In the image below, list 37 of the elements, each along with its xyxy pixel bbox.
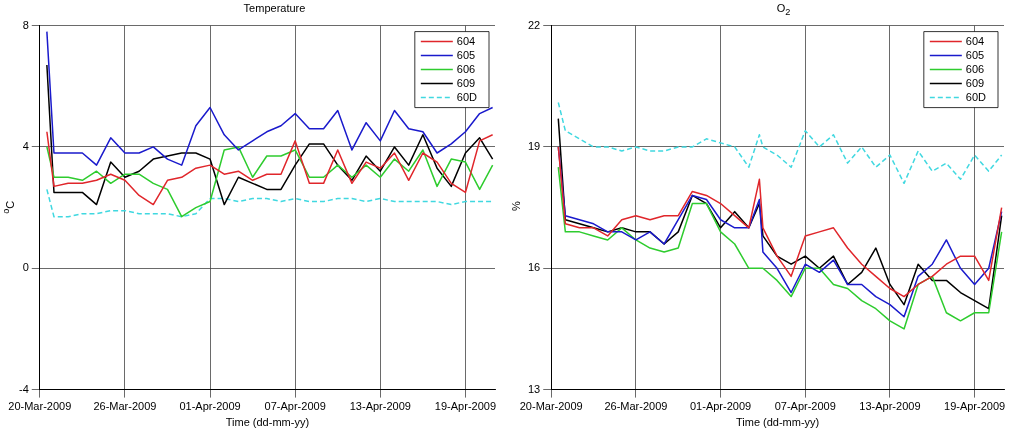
x-tick-label: 20-Mar-2009 bbox=[8, 400, 72, 413]
chart-title: Temperature bbox=[242, 2, 307, 14]
legend-label: 605 bbox=[965, 48, 985, 61]
x-tick-label: 01-Apr-2009 bbox=[690, 400, 752, 413]
x-axis-title: Time (dd-mm-yy) bbox=[225, 416, 310, 429]
y-tick-label: 0 bbox=[22, 261, 29, 274]
x-tick-label: 19-Apr-2009 bbox=[944, 400, 1006, 413]
legend-label: 604 bbox=[456, 34, 476, 47]
x-tick-label: 13-Apr-2009 bbox=[859, 400, 921, 413]
legend-label: 609 bbox=[456, 76, 476, 89]
legend-label: 606 bbox=[456, 62, 476, 75]
line-series bbox=[557, 101, 1003, 185]
line-series bbox=[46, 188, 494, 218]
x-tick-label: 26-Mar-2009 bbox=[93, 400, 157, 413]
y-axis-title: % bbox=[509, 201, 522, 211]
chart-title: O$_{2}$ bbox=[775, 2, 792, 18]
x-axis-title: Time (dd-mm-yy) bbox=[735, 416, 820, 429]
y-tick-label: -4 bbox=[19, 382, 29, 395]
y-tick-label: 13 bbox=[527, 382, 541, 395]
x-tick-label: 01-Apr-2009 bbox=[179, 400, 241, 413]
legend-label: 609 bbox=[965, 76, 985, 89]
legend-label: 605 bbox=[456, 48, 476, 61]
legend-label: 60D bbox=[965, 90, 987, 103]
y-tick-label: 16 bbox=[527, 261, 541, 274]
x-tick-label: 19-Apr-2009 bbox=[434, 400, 497, 413]
x-tick-label: 20-Mar-2009 bbox=[519, 400, 583, 413]
y-tick-label: 19 bbox=[527, 139, 541, 152]
x-tick-label: 07-Apr-2009 bbox=[774, 400, 836, 413]
legend-label: 60D bbox=[456, 90, 478, 103]
x-tick-label: 13-Apr-2009 bbox=[349, 400, 411, 413]
y-tick-label: 8 bbox=[22, 18, 29, 31]
x-tick-label: 26-Mar-2009 bbox=[604, 400, 668, 413]
y-tick-label: 22 bbox=[527, 18, 541, 31]
legend-label: 606 bbox=[965, 62, 985, 75]
y-tick-label: 4 bbox=[22, 139, 29, 152]
x-tick-label: 07-Apr-2009 bbox=[264, 400, 326, 413]
legend-label: 604 bbox=[965, 34, 985, 47]
